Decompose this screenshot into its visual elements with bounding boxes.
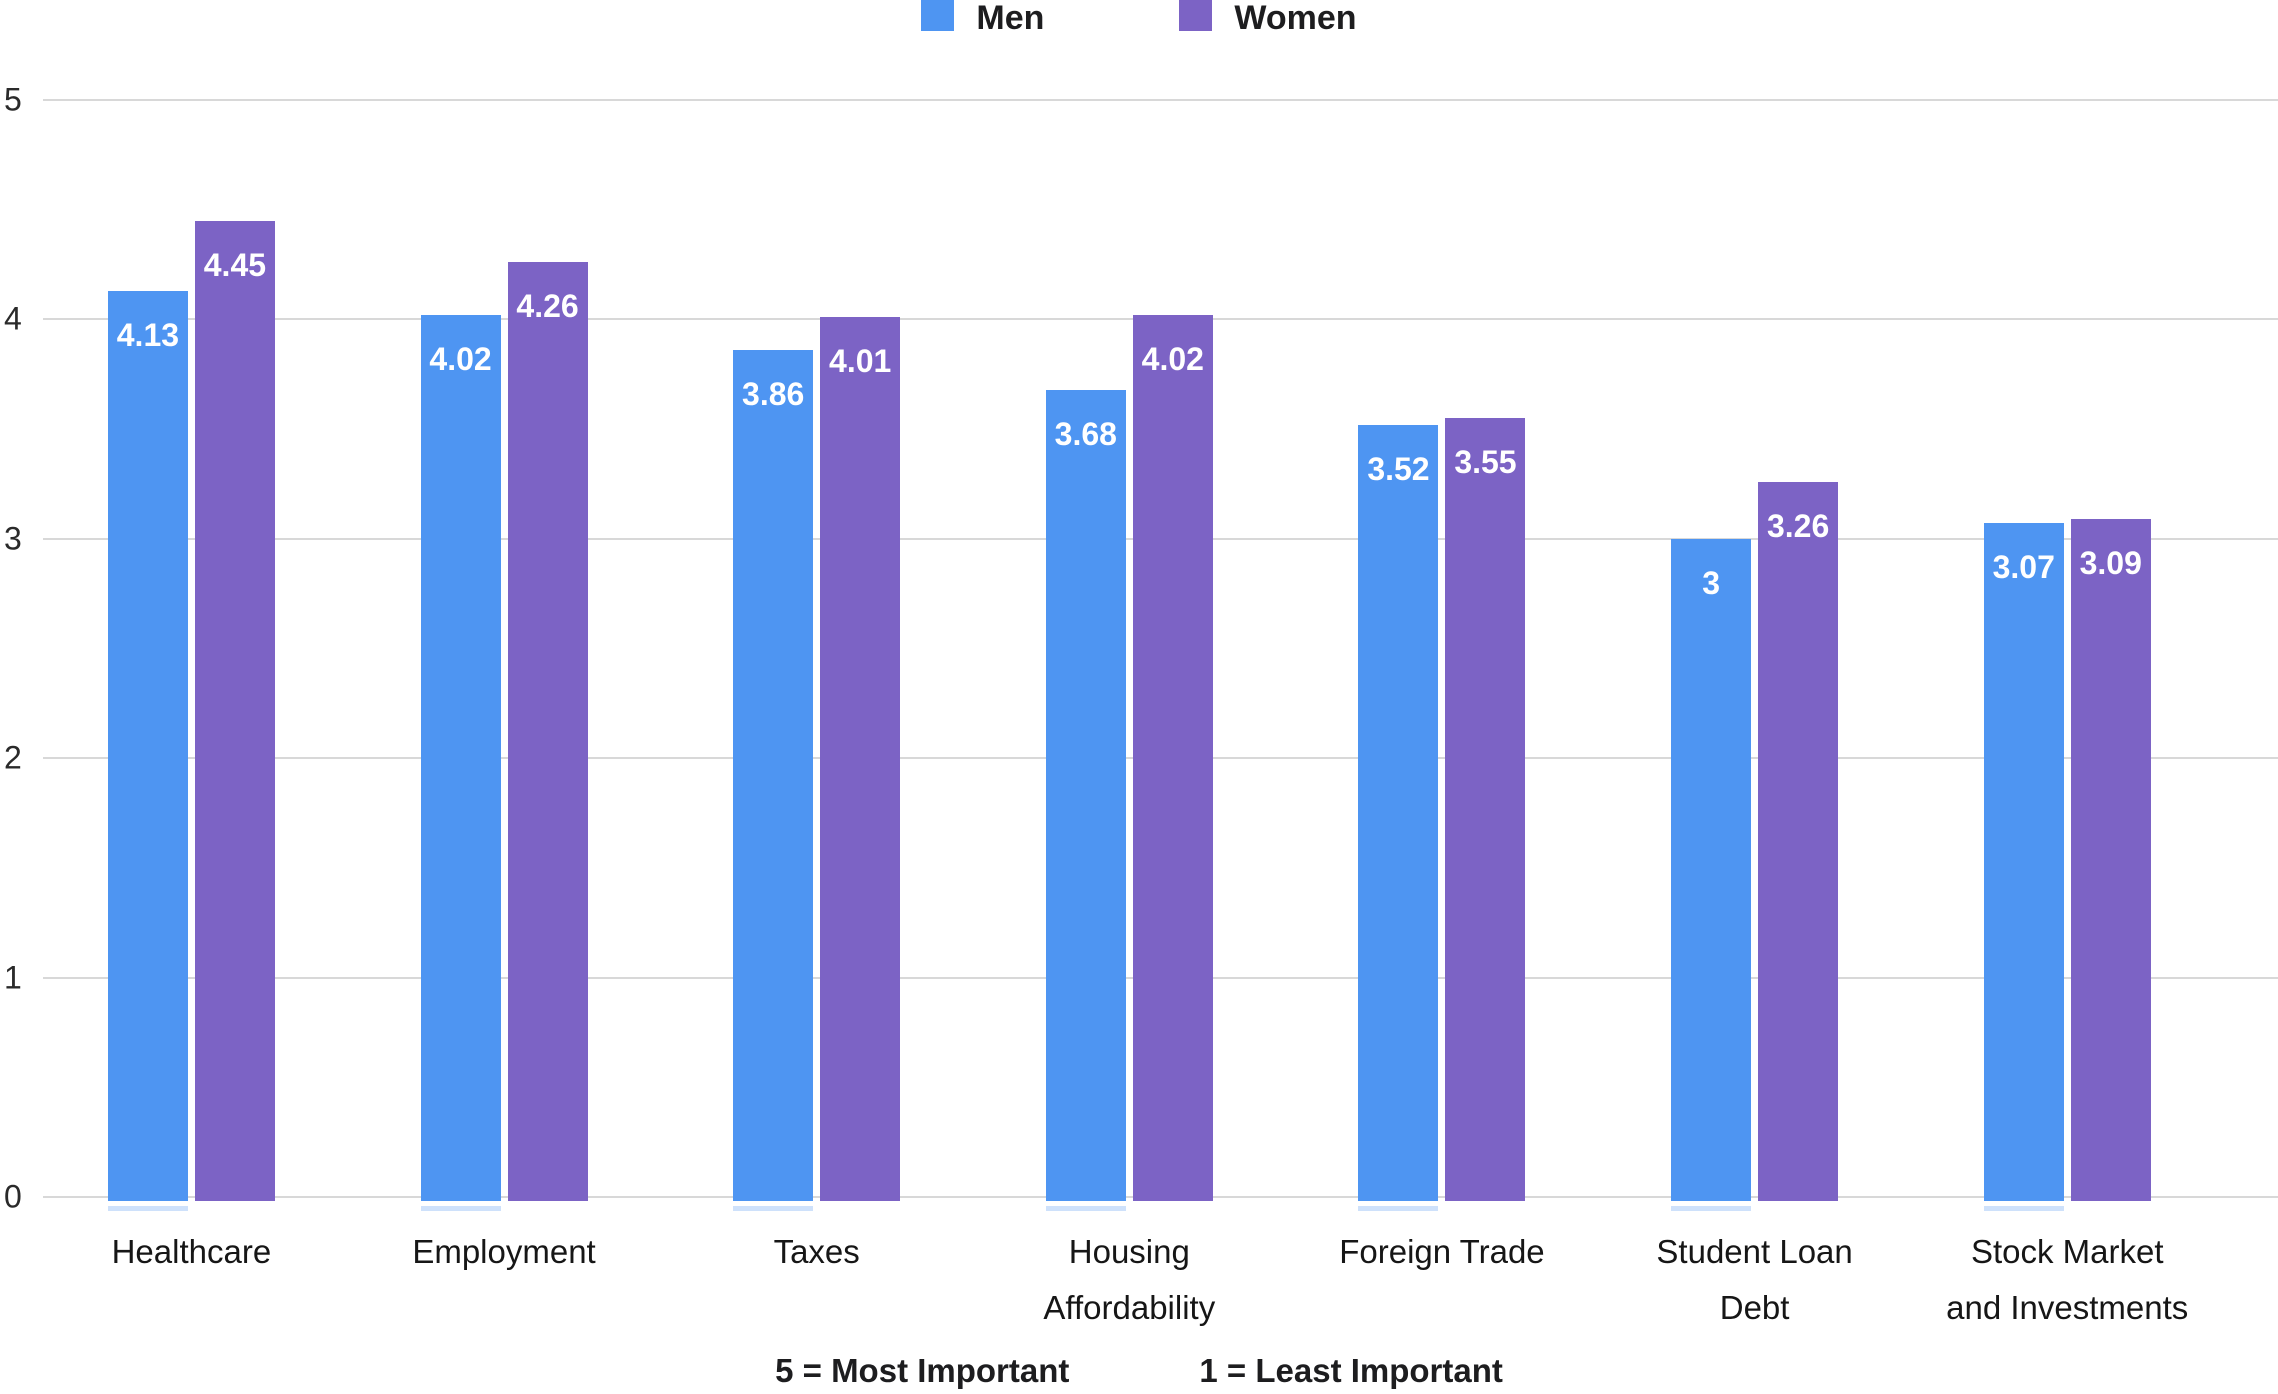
y-axis-tick-4: 4 [4, 300, 22, 337]
x-axis-label-healthcare: Healthcare [111, 1233, 272, 1270]
scale-note: 5 = Most Important 1 = Least Important [0, 1352, 2278, 1390]
y-axis-tick-3: 3 [4, 520, 22, 557]
y-axis-tick-1: 1 [4, 959, 22, 996]
bar-women-housing-affordability: 4.02 [1132, 315, 1213, 1201]
x-axis-label-taxes: Taxes [773, 1233, 860, 1270]
bar-value-label: 3.07 [1992, 549, 2055, 586]
bar-men-taxes: 3.86 [733, 350, 814, 1201]
bar-reflection [107, 1206, 188, 1211]
bar-women-healthcare: 4.45 [194, 220, 275, 1201]
bar-value-label: 3.52 [1367, 450, 1430, 487]
bar-reflection [1358, 1206, 1439, 1211]
bar-men-housing-affordability: 3.68 [1045, 389, 1126, 1201]
bar-value-label: 4.01 [829, 343, 892, 380]
legend-label: Men [976, 0, 1045, 37]
legend-label: Women [1234, 0, 1357, 37]
y-axis-tick-0: 0 [4, 1178, 22, 1215]
gridline-y5 [43, 99, 2278, 101]
y-axis-tick-2: 2 [4, 739, 22, 776]
bar-women-stock-market-and-investments: 3.09 [2070, 519, 2151, 1201]
bar-value-label: 4.02 [1141, 341, 1204, 377]
x-axis-label-housing-affordability: Housing Affordability [1043, 1233, 1216, 1326]
bar-reflection [1045, 1206, 1126, 1211]
y-axis-tick-5: 5 [4, 81, 22, 118]
scale-note-least: 1 = Least Important [1199, 1352, 1503, 1389]
bar-value-label: 3 [1702, 564, 1720, 601]
bar-reflection [1671, 1206, 1752, 1211]
bar-men-stock-market-and-investments: 3.07 [1983, 523, 2064, 1201]
bar-women-employment: 4.26 [507, 262, 588, 1201]
legend-swatch-icon [921, 0, 955, 31]
bar-women-student-loan-debt: 3.26 [1758, 481, 1839, 1201]
bar-value-label: 3.68 [1054, 415, 1117, 452]
bar-value-label: 3.86 [742, 376, 805, 413]
bar-men-employment: 4.02 [420, 315, 501, 1201]
bar-men-student-loan-debt: 3 [1671, 538, 1752, 1201]
scale-note-most: 5 = Most Important [775, 1352, 1070, 1389]
bar-men-healthcare: 4.13 [107, 290, 188, 1201]
x-axis-label-employment: Employment [412, 1233, 596, 1270]
chart-legend: Men Women [0, 0, 2278, 36]
legend-item-women: Women [1179, 0, 1357, 37]
bar-women-foreign-trade: 3.55 [1445, 418, 1526, 1201]
legend-swatch-icon [1179, 0, 1213, 31]
bar-reflection [733, 1206, 814, 1211]
bar-value-label: 4.13 [116, 316, 180, 353]
bar-reflection [420, 1206, 501, 1211]
x-axis-label-stock-market-and-investments: Stock Market and Investments [1946, 1233, 2189, 1326]
x-axis-label-student-loan-debt: Student Loan Debt [1656, 1233, 1853, 1326]
x-axis-label-foreign-trade: Foreign Trade [1339, 1233, 1545, 1270]
legend-item-men: Men [921, 0, 1044, 36]
bar-women-taxes: 4.01 [820, 317, 901, 1201]
bar-value-label: 4.26 [516, 288, 579, 325]
bar-value-label: 3.09 [2079, 545, 2142, 582]
bar-value-label: 3.26 [1766, 507, 1830, 544]
bar-reflection [1983, 1206, 2064, 1211]
bar-value-label: 3.55 [1454, 444, 1517, 481]
bar-value-label: 4.02 [429, 341, 492, 377]
bar-value-label: 4.45 [203, 246, 267, 283]
bar-men-foreign-trade: 3.52 [1358, 424, 1439, 1201]
